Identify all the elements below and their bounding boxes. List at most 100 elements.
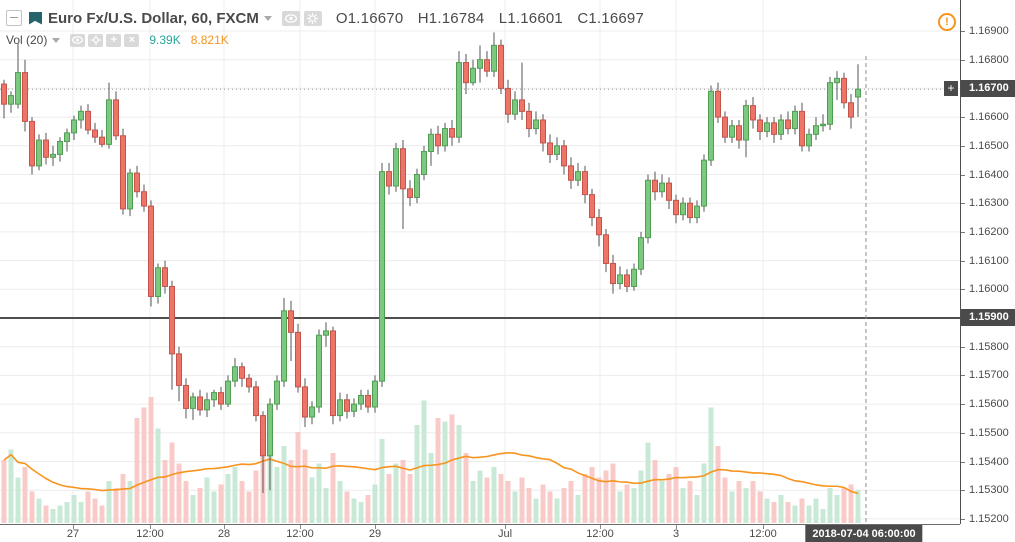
candle-up[interactable]: [8, 95, 14, 105]
candle-down[interactable]: [134, 172, 140, 193]
candle-down[interactable]: [162, 267, 168, 287]
candle-down[interactable]: [757, 119, 763, 132]
candle-down[interactable]: [246, 377, 252, 388]
candle-up[interactable]: [379, 171, 385, 382]
candle-down[interactable]: [449, 128, 455, 138]
candle-up[interactable]: [806, 133, 812, 147]
candle-down[interactable]: [169, 285, 175, 355]
candle-down[interactable]: [141, 191, 147, 207]
candle-down[interactable]: [526, 110, 532, 130]
candle-down[interactable]: [330, 330, 336, 417]
candle-down[interactable]: [253, 386, 259, 417]
candle-up[interactable]: [512, 99, 518, 115]
candle-up[interactable]: [820, 123, 826, 127]
candle-up[interactable]: [533, 119, 539, 130]
candle-up[interactable]: [708, 90, 714, 161]
candle-down[interactable]: [1, 83, 7, 105]
candle-down[interactable]: [22, 72, 28, 122]
candle-down[interactable]: [365, 394, 371, 408]
candle-up[interactable]: [106, 99, 112, 145]
toggle-visibility-button[interactable]: [281, 10, 300, 26]
add-indicator-button[interactable]: +: [106, 33, 122, 47]
candle-up[interactable]: [729, 125, 735, 138]
candle-up[interactable]: [477, 59, 483, 69]
candle-up[interactable]: [631, 268, 637, 287]
candle-down[interactable]: [99, 136, 105, 145]
candle-up[interactable]: [442, 128, 448, 147]
candle-down[interactable]: [722, 116, 728, 138]
candle-up[interactable]: [190, 396, 196, 409]
chevron-down-icon[interactable]: [52, 37, 61, 43]
candle-up[interactable]: [64, 132, 70, 142]
candle-up[interactable]: [834, 77, 840, 84]
candle-down[interactable]: [435, 133, 441, 147]
candle-up[interactable]: [456, 62, 462, 138]
candle-up[interactable]: [764, 122, 770, 132]
alert-icon[interactable]: !: [938, 13, 956, 31]
candle-down[interactable]: [582, 171, 588, 196]
symbol-settings-button[interactable]: [303, 10, 322, 26]
candle-down[interactable]: [596, 217, 602, 236]
candle-down[interactable]: [736, 125, 742, 141]
candle-down[interactable]: [463, 62, 469, 84]
candle-down[interactable]: [288, 310, 294, 333]
candle-up[interactable]: [680, 202, 686, 216]
candle-up[interactable]: [127, 172, 133, 210]
candle-up[interactable]: [225, 380, 231, 405]
candle-up[interactable]: [351, 403, 357, 412]
candle-up[interactable]: [778, 119, 784, 135]
candle-down[interactable]: [295, 331, 301, 388]
candle-up[interactable]: [421, 151, 427, 175]
candle-down[interactable]: [750, 105, 756, 121]
candle-up[interactable]: [554, 145, 560, 155]
candle-down[interactable]: [568, 165, 574, 181]
candle-down[interactable]: [687, 202, 693, 219]
candle-up[interactable]: [71, 119, 77, 134]
candle-up[interactable]: [575, 171, 581, 181]
candle-up[interactable]: [267, 403, 273, 457]
candle-down[interactable]: [848, 102, 854, 118]
candle-up[interactable]: [204, 399, 210, 411]
candle-up[interactable]: [645, 179, 651, 239]
candle-down[interactable]: [666, 182, 672, 201]
candle-up[interactable]: [309, 406, 315, 418]
candle-up[interactable]: [274, 380, 280, 405]
candle-up[interactable]: [15, 72, 21, 105]
chart-title[interactable]: Euro Fx/U.S. Dollar, 60, FXCM: [48, 9, 259, 27]
candle-down[interactable]: [561, 145, 567, 167]
candle-down[interactable]: [505, 87, 511, 115]
candle-up[interactable]: [372, 380, 378, 408]
candle-up[interactable]: [281, 310, 287, 382]
candle-down[interactable]: [29, 120, 35, 167]
candle-down[interactable]: [540, 119, 546, 144]
candle-up[interactable]: [57, 140, 63, 155]
candle-down[interactable]: [148, 205, 154, 297]
candle-down[interactable]: [652, 179, 658, 193]
candle-down[interactable]: [43, 139, 49, 158]
candle-up[interactable]: [414, 174, 420, 198]
candle-up[interactable]: [78, 110, 84, 121]
candle-up[interactable]: [337, 399, 343, 417]
candle-down[interactable]: [519, 99, 525, 112]
candle-down[interactable]: [218, 392, 224, 405]
candle-down[interactable]: [197, 396, 203, 411]
candle-down[interactable]: [400, 148, 406, 190]
candle-down[interactable]: [183, 384, 189, 409]
candle-down[interactable]: [799, 110, 805, 147]
candle-down[interactable]: [603, 234, 609, 264]
candle-up[interactable]: [694, 205, 700, 219]
volume-visibility-button[interactable]: [70, 33, 86, 47]
chevron-down-icon[interactable]: [263, 15, 272, 21]
candle-down[interactable]: [547, 142, 553, 155]
candle-up[interactable]: [701, 159, 707, 207]
candle-up[interactable]: [393, 148, 399, 187]
candle-up[interactable]: [827, 82, 833, 125]
candle-up[interactable]: [659, 182, 665, 193]
candle-down[interactable]: [785, 119, 791, 130]
candle-down[interactable]: [673, 199, 679, 216]
candle-down[interactable]: [302, 386, 308, 418]
candle-up[interactable]: [638, 237, 644, 270]
candle-down[interactable]: [589, 194, 595, 219]
price-chart-canvas[interactable]: [0, 0, 960, 523]
candle-up[interactable]: [232, 366, 238, 382]
